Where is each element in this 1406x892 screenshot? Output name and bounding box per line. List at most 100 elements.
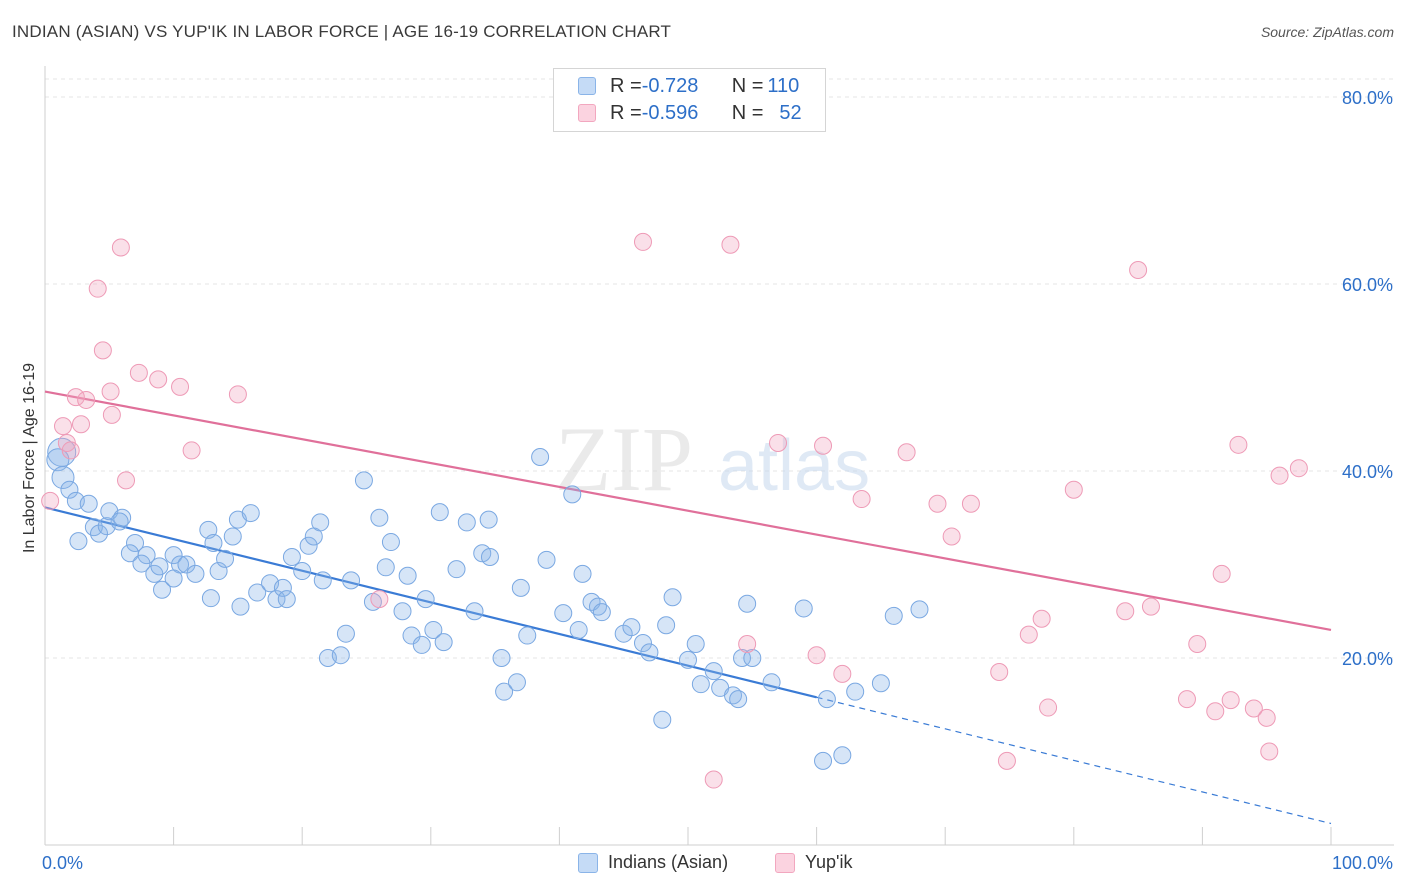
indians-point: [447, 560, 466, 579]
yupik-point: [66, 388, 85, 407]
indians-point: [293, 562, 312, 581]
tick-labels: 20.0% 40.0% 60.0% 80.0% 0.0% 100.0%: [42, 88, 1393, 873]
indians-point: [884, 606, 903, 625]
yupik-point: [807, 646, 826, 665]
trend-lines: [44, 390, 1332, 825]
yupik-point: [1188, 634, 1207, 653]
indians-point: [126, 533, 145, 552]
chart-title: INDIAN (ASIAN) VS YUP'IK IN LABOR FORCE …: [12, 22, 672, 41]
yupik-point: [721, 235, 740, 254]
indians-trend-extension: [816, 696, 1332, 825]
legend-r-label: R =: [610, 74, 642, 97]
data-points: [41, 232, 1308, 789]
indians-point: [814, 751, 833, 770]
yupik-point: [149, 370, 168, 389]
indians-point: [204, 533, 223, 552]
indians-point: [563, 485, 582, 504]
indians-point: [376, 558, 395, 577]
indians-point: [479, 510, 498, 529]
y-tick-label: 80.0%: [1342, 88, 1393, 108]
yupik-point: [1221, 691, 1240, 710]
yupik-point: [61, 441, 80, 460]
indians-point: [282, 548, 301, 567]
indians-point: [412, 635, 431, 654]
indians-point: [313, 571, 332, 590]
indians-point: [430, 503, 449, 522]
indians-point: [622, 618, 641, 637]
y-tick-label: 60.0%: [1342, 275, 1393, 295]
indians-point: [177, 555, 196, 574]
legend-n-label: N =: [731, 74, 764, 97]
indians-point: [762, 673, 781, 692]
indians-point: [223, 527, 242, 546]
indians-point: [342, 571, 361, 590]
indians-point: [331, 646, 350, 665]
indians-point: [201, 589, 220, 608]
yupik-point: [117, 471, 136, 490]
legend-n-value: 52: [779, 101, 802, 124]
indians-point: [69, 532, 88, 551]
yupik-point: [171, 377, 190, 396]
yupik-point: [1039, 698, 1058, 717]
indians-point: [150, 557, 169, 576]
indians-point: [492, 649, 511, 667]
yupik-point: [370, 590, 389, 609]
yupik-point: [738, 634, 757, 653]
yupik-point: [814, 436, 833, 455]
indians-point: [231, 597, 250, 616]
indians-point: [738, 594, 757, 613]
indians-trend-line: [44, 506, 817, 699]
indians-point: [273, 578, 292, 597]
watermark-atlas: atlas: [718, 426, 870, 506]
yupik-point: [897, 443, 916, 462]
indians-point: [614, 624, 633, 643]
legend-r-value: -0.596: [641, 101, 699, 124]
indians-point: [248, 583, 267, 602]
indians-point: [402, 626, 421, 645]
indians-point: [424, 620, 443, 639]
x-tick-label: 100.0%: [1332, 853, 1393, 873]
indians-point: [434, 633, 453, 652]
yupik-point: [1206, 702, 1225, 721]
indians-point: [633, 634, 652, 653]
indians-point: [846, 682, 865, 701]
indians-point: [393, 602, 412, 621]
indians-point: [416, 590, 435, 609]
x-tick-label: 0.0%: [42, 853, 83, 873]
indians-point: [216, 549, 235, 568]
indians-point: [480, 548, 499, 567]
indians-point: [592, 603, 611, 622]
legend-row-indians: R = -0.728 N = 110: [578, 73, 799, 99]
indians-point: [569, 620, 588, 639]
indians-point: [465, 602, 484, 621]
indians-point: [336, 624, 355, 643]
indians-point: [354, 471, 373, 490]
indians-point: [833, 746, 852, 765]
indians-point: [79, 494, 98, 513]
indians-point: [573, 564, 592, 583]
yupik-point: [961, 494, 980, 513]
yupik-trend-line: [44, 390, 1332, 632]
axes: [44, 66, 1394, 846]
yupik-point: [1229, 435, 1248, 454]
indians-point: [277, 590, 296, 609]
legend-swatch-blue: [578, 852, 598, 873]
yupik-point: [1141, 597, 1160, 616]
yupik-point: [1270, 466, 1289, 485]
indians-point: [90, 524, 109, 543]
yupik-point: [704, 770, 723, 789]
indians-point: [137, 546, 156, 565]
indians-point: [794, 599, 813, 618]
indians-point: [691, 675, 710, 694]
indians-point: [729, 690, 748, 709]
indians-point: [153, 580, 172, 599]
yupik-point: [990, 663, 1009, 682]
yupik-point: [111, 238, 130, 257]
indians-point: [640, 643, 659, 662]
legend-swatch-blue: [578, 77, 596, 95]
yupik-point: [1116, 602, 1135, 621]
legend-r-value: -0.728: [641, 74, 699, 97]
indians-point: [537, 550, 556, 569]
indians-point: [457, 513, 476, 532]
